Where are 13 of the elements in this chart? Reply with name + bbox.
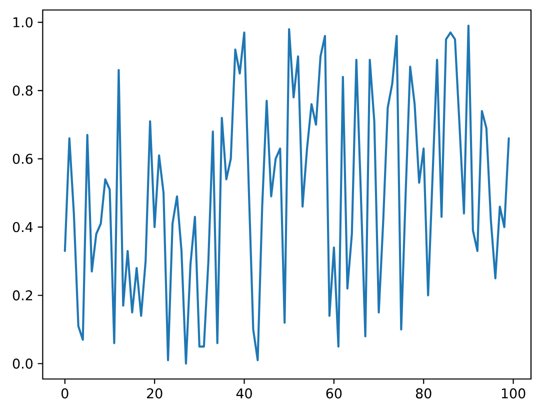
x-tick-label: 60 <box>326 388 342 398</box>
y-tick-label: 0.4 <box>12 222 33 232</box>
y-tick-label: 0.6 <box>12 154 33 164</box>
x-tick-label: 40 <box>236 388 252 398</box>
y-tick-label: 0.0 <box>12 358 33 369</box>
x-tick-label: 80 <box>416 388 432 398</box>
x-tick-label: 100 <box>502 388 526 398</box>
line-series <box>64 24 510 365</box>
y-tick-label: 0.2 <box>12 290 32 300</box>
y-tick-label: 1.0 <box>13 17 33 28</box>
y-tick-label: 0.8 <box>12 85 32 96</box>
x-tick-label: 20 <box>147 388 162 398</box>
x-tick-label: 0 <box>62 388 68 398</box>
